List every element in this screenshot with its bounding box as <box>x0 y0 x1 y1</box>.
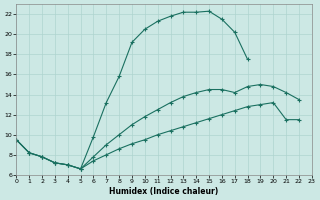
X-axis label: Humidex (Indice chaleur): Humidex (Indice chaleur) <box>109 187 219 196</box>
